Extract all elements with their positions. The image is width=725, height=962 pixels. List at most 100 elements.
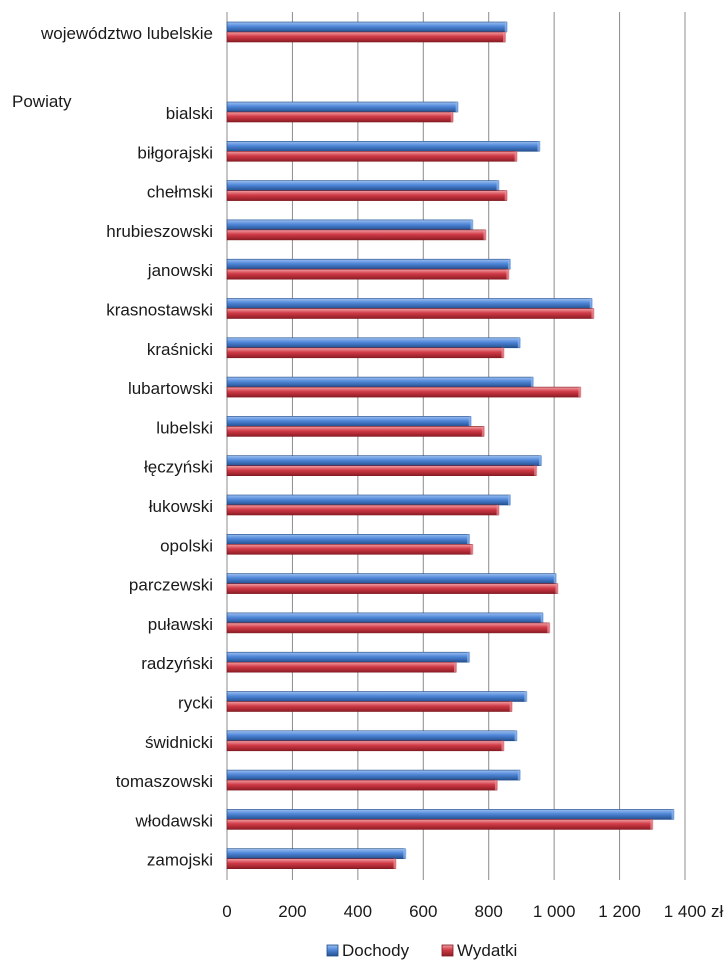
bar-wydatki xyxy=(226,543,473,555)
bar-dochody xyxy=(226,769,521,781)
bar-wydatki xyxy=(226,701,512,712)
bar-dochody xyxy=(226,298,593,309)
bar-dochody xyxy=(226,848,406,860)
x-tick-label: 400 xyxy=(344,902,372,921)
bar-end-cap xyxy=(501,347,505,358)
bar-end-cap xyxy=(530,377,534,388)
x-tick-label: 0 xyxy=(222,902,231,921)
category-label: kraśnicki xyxy=(147,340,213,359)
bar-end-cap xyxy=(467,534,471,545)
bar-dochody xyxy=(226,101,458,113)
category-label: parczewski xyxy=(129,576,213,595)
legend-label-dochody: Dochody xyxy=(342,941,410,960)
bar-dochody xyxy=(226,21,508,33)
category-label: radzyński xyxy=(141,654,213,673)
bar-end-cap xyxy=(517,337,521,348)
bar-end-cap xyxy=(507,495,511,505)
bar-dochody xyxy=(226,416,472,427)
bar-end-cap xyxy=(504,22,508,32)
legend-swatch-wydatki xyxy=(441,944,454,957)
x-tick-label: 600 xyxy=(409,902,437,921)
bar-wydatki xyxy=(226,583,558,594)
bar-end-cap xyxy=(553,573,557,584)
bar-end-cap xyxy=(483,229,487,240)
bar-wydatki xyxy=(226,111,454,123)
legend-label-wydatki: Wydatki xyxy=(457,941,517,960)
x-tick-label: 1 400 xyxy=(664,902,707,921)
category-label: łęczyński xyxy=(144,458,213,477)
bar-end-cap xyxy=(591,308,595,319)
x-axis-ticks: 0 200 400 600 800 1 000 1 200 1 400 zł xyxy=(222,902,723,921)
bar-end-cap xyxy=(454,662,457,673)
bar-end-cap xyxy=(524,691,528,702)
bar-end-cap xyxy=(578,387,582,398)
bar-end-cap xyxy=(537,141,541,152)
bar-dochody xyxy=(226,573,557,584)
bar-end-cap xyxy=(514,730,518,741)
bars xyxy=(226,21,675,870)
bar-end-cap xyxy=(501,740,505,751)
category-label: bialski xyxy=(166,104,213,123)
bar-end-cap xyxy=(494,780,498,791)
bar-wydatki xyxy=(226,779,498,791)
bar-wydatki xyxy=(226,31,506,43)
bar-end-cap xyxy=(650,819,654,830)
category-label: włodawski xyxy=(135,811,213,830)
bar-dochody xyxy=(226,258,511,270)
category-label: lubartowski xyxy=(128,379,213,398)
bar-end-cap xyxy=(470,219,474,230)
bar-end-cap xyxy=(496,180,500,191)
bar-dochody xyxy=(226,533,470,545)
bar-dochody xyxy=(226,494,511,506)
x-tick-label: 1 000 xyxy=(533,902,576,921)
bar-end-cap xyxy=(547,622,551,633)
bar-end-cap xyxy=(517,770,521,781)
group-label-powiaty: Powiaty xyxy=(12,92,72,111)
bar-wydatki xyxy=(226,661,457,673)
bar-end-cap xyxy=(450,112,454,122)
bar-wydatki xyxy=(226,190,508,201)
bar-dochody xyxy=(226,376,534,388)
bar-end-cap xyxy=(589,298,593,309)
bar-end-cap xyxy=(504,190,508,201)
bar-wydatki xyxy=(226,268,509,280)
category-label: świdnicki xyxy=(145,733,213,752)
bar-end-cap xyxy=(496,505,500,515)
bar-end-cap xyxy=(468,416,472,427)
x-unit-label: zł xyxy=(711,902,724,921)
bar-end-cap xyxy=(671,809,675,820)
bar-end-cap xyxy=(403,848,407,859)
bar-wydatki xyxy=(226,740,504,752)
bar-end-cap xyxy=(470,544,474,555)
x-tick-label: 800 xyxy=(475,902,503,921)
bar-dochody xyxy=(226,730,517,742)
bar-end-cap xyxy=(555,583,559,594)
bar-end-cap xyxy=(481,426,485,437)
bar-wydatki xyxy=(226,151,517,162)
bar-dochody xyxy=(226,612,543,624)
category-label: łukowski xyxy=(149,497,213,516)
category-label: opolski xyxy=(160,536,213,555)
bar-dochody xyxy=(226,337,521,349)
bar-wydatki xyxy=(226,426,485,437)
bar-end-cap xyxy=(540,612,544,623)
bar-end-cap xyxy=(393,858,397,869)
legend-swatch-dochody xyxy=(326,944,339,957)
category-label: tomaszowski xyxy=(116,772,213,791)
bar-end-cap xyxy=(539,455,543,466)
bar-wydatki xyxy=(226,308,594,319)
bar-end-cap xyxy=(467,652,471,663)
category-label: janowski xyxy=(147,261,213,280)
category-label: lubelski xyxy=(156,418,213,437)
bar-end-cap xyxy=(506,269,510,280)
bar-wydatki xyxy=(226,504,499,516)
bar-end-cap xyxy=(509,701,513,712)
legend: Dochody Wydatki xyxy=(326,941,517,960)
bar-wydatki xyxy=(226,386,581,398)
bar-dochody xyxy=(226,809,674,820)
x-tick-label: 200 xyxy=(278,902,306,921)
bar-dochody xyxy=(226,651,470,663)
bar-wydatki xyxy=(226,622,550,634)
bar-dochody xyxy=(226,219,473,231)
x-tick-label: 1 200 xyxy=(598,902,641,921)
